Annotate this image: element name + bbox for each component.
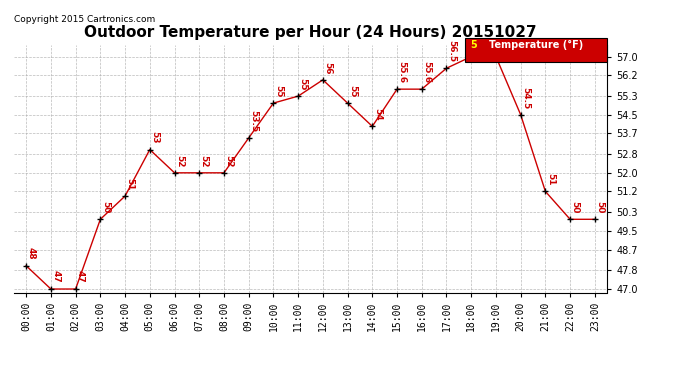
Text: 55: 55 (274, 85, 283, 97)
Text: 57: 57 (472, 38, 481, 51)
Text: 56: 56 (324, 62, 333, 74)
Bar (465, 38, 607, 62)
Text: 52: 52 (224, 154, 233, 167)
Text: 54.5: 54.5 (521, 87, 530, 109)
Text: 56.5: 56.5 (447, 40, 456, 62)
Text: 51: 51 (546, 173, 555, 186)
Text: 50: 50 (595, 201, 604, 213)
Text: 53.5: 53.5 (249, 110, 258, 132)
Text: 57: 57 (496, 38, 505, 51)
Text: 52: 52 (199, 154, 208, 167)
Text: Temperature (°F): Temperature (°F) (489, 40, 583, 50)
Text: 50: 50 (571, 201, 580, 213)
Text: 53: 53 (150, 131, 159, 144)
Text: 55.6: 55.6 (397, 61, 406, 83)
Title: Outdoor Temperature per Hour (24 Hours) 20151027: Outdoor Temperature per Hour (24 Hours) … (84, 25, 537, 40)
Text: 5: 5 (471, 40, 477, 50)
Text: 55.6: 55.6 (422, 61, 431, 83)
Text: 55: 55 (348, 85, 357, 97)
Text: 55: 55 (299, 78, 308, 90)
Text: 47: 47 (51, 270, 60, 283)
Text: 48: 48 (27, 248, 36, 260)
Text: 51: 51 (126, 178, 135, 190)
Text: 52: 52 (175, 154, 184, 167)
Text: 50: 50 (101, 201, 110, 213)
Text: 54: 54 (373, 108, 382, 120)
Text: Copyright 2015 Cartronics.com: Copyright 2015 Cartronics.com (14, 15, 155, 24)
Text: 47: 47 (76, 270, 85, 283)
